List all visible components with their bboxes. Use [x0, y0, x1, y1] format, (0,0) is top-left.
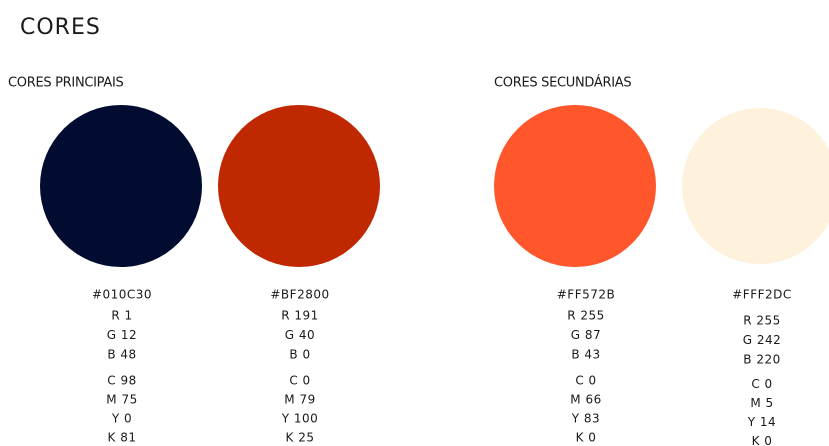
cmyk-value: M 79: [284, 393, 315, 407]
rgb-value: G 87: [571, 328, 601, 342]
cmyk-value: C 0: [575, 374, 596, 388]
cmyk-value: K 81: [108, 431, 137, 445]
cmyk-value: K 25: [286, 431, 315, 445]
rgb-value: R 255: [743, 314, 781, 328]
cmyk-value: Y 83: [571, 412, 600, 426]
rgb-value: B 0: [289, 348, 310, 362]
rgb-value: G 40: [285, 328, 315, 342]
rgb-value: R 1: [111, 309, 132, 323]
color-swatch: [494, 105, 656, 267]
cmyk-value: K 0: [752, 434, 773, 446]
cmyk-value: M 75: [106, 393, 137, 407]
cmyk-value: C 0: [289, 374, 310, 388]
hex-code: #FFF2DC: [732, 288, 792, 302]
color-swatch: [40, 105, 202, 267]
rgb-value: G 242: [743, 333, 782, 347]
rgb-value: B 43: [571, 348, 600, 362]
group-label: CORES PRINCIPAIS: [8, 76, 124, 91]
group-label: CORES SECUNDÁRIAS: [494, 75, 631, 91]
rgb-value: R 191: [281, 309, 319, 323]
cmyk-value: K 0: [576, 431, 597, 445]
rgb-value: R 255: [567, 309, 605, 323]
rgb-value: B 220: [743, 353, 780, 367]
rgb-value: G 12: [107, 328, 137, 342]
rgb-value: B 48: [107, 348, 136, 362]
hex-code: #BF2800: [270, 288, 329, 302]
page-title: CORES: [20, 15, 101, 40]
cmyk-value: C 0: [751, 377, 772, 391]
cmyk-value: Y 14: [747, 415, 776, 429]
cmyk-value: Y 100: [281, 412, 319, 426]
cmyk-value: C 98: [107, 374, 136, 388]
hex-code: #010C30: [92, 288, 152, 302]
hex-code: #FF572B: [557, 288, 616, 302]
cmyk-value: Y 0: [111, 412, 132, 426]
cmyk-value: M 66: [570, 393, 601, 407]
cmyk-value: M 5: [750, 396, 773, 410]
color-swatch: [218, 105, 380, 267]
color-swatch: [682, 108, 829, 264]
